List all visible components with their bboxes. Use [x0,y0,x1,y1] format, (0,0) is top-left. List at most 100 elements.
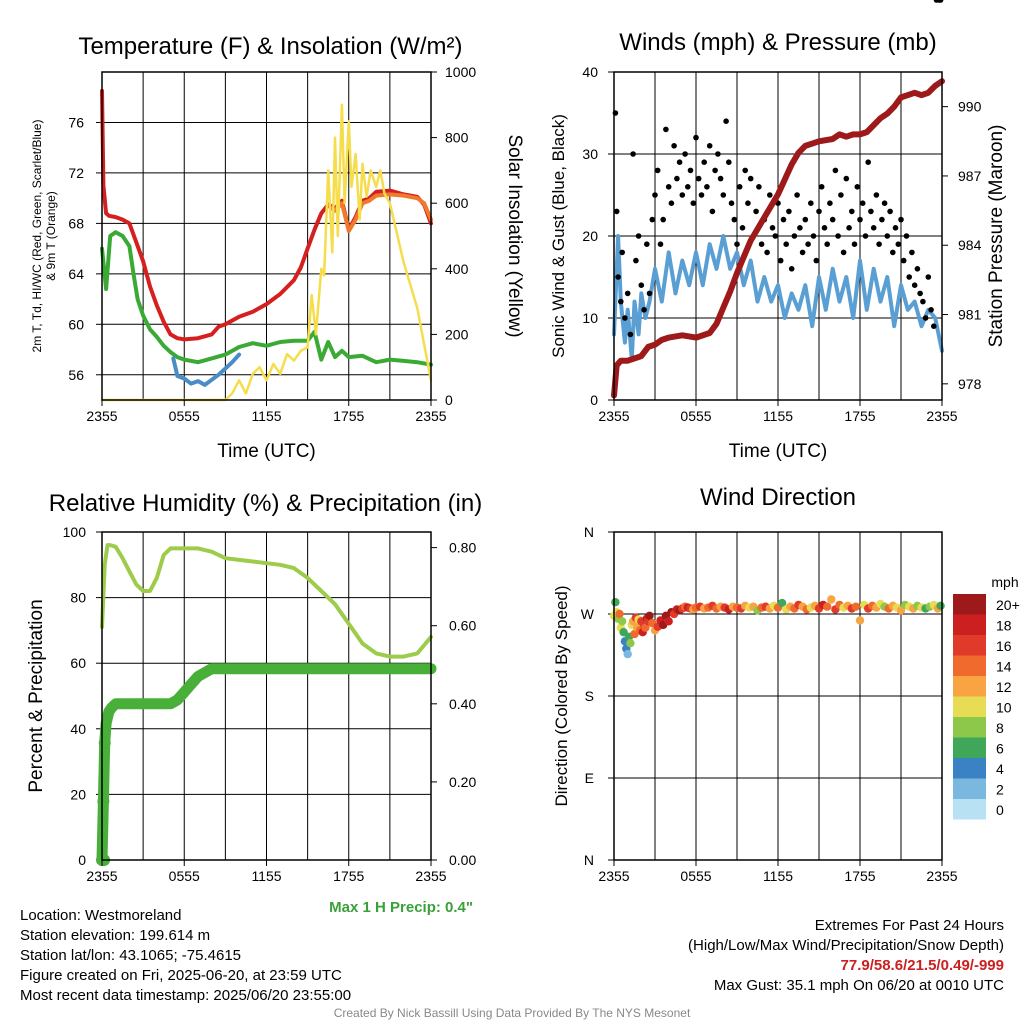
legend-swatch [953,655,986,676]
gust-point [633,257,639,264]
chart-title: Temperature (F) & Insolation (W/m²) [78,33,462,60]
x-tick-label: 0555 [680,868,711,884]
y2-tick-label: 981 [958,307,982,323]
legend-label: 20+ [996,597,1020,613]
gust-point [682,151,688,157]
gust-point [731,216,738,223]
gust-point [797,225,803,231]
gust-point [838,192,844,198]
direction-point [645,611,654,620]
gust-point [843,175,850,182]
series-line-green [100,230,433,367]
gust-point [851,241,858,247]
y-tick-label: 68 [68,215,84,231]
pressure-line [611,78,945,399]
extremes-values: 77.9/58.6/21.5/0.49/-999 [840,957,1004,974]
gust-point [937,0,944,3]
gust-point [652,192,658,198]
gust-point [747,175,754,182]
gust-point [931,323,937,330]
gust-point [665,184,672,190]
x-tick-label: 1155 [763,868,793,884]
x-tick-label: 2355 [86,868,117,884]
y2-tick-label: 600 [445,195,469,211]
gust-point [786,208,792,215]
legend-swatch [953,635,986,656]
x-tick-label: 2355 [86,408,117,424]
gust-point [695,175,702,182]
legend-swatch [953,737,986,758]
credit-text: Created By Nick Bassill Using Data Provi… [333,1006,691,1020]
gust-point [671,143,677,149]
extremes-title: Extremes For Past 24 Hours [814,917,1004,934]
gust-point [613,208,620,215]
y-tick-label: 0 [78,852,86,868]
gust-point [829,216,836,223]
y2-axis-label: Station Pressure (Maroon) [986,125,1007,348]
y-axis-label: Percent & Precipitation [26,599,47,792]
gust-point [745,200,751,206]
gust-point [805,241,811,247]
gust-point [879,216,885,223]
legend-label: 14 [996,659,1012,675]
wind-speed-line [612,234,944,361]
gust-point [649,216,656,223]
x-tick-label: 1755 [333,868,364,884]
gust-point [865,159,871,165]
gust-point [618,298,624,305]
gust-point [777,257,784,264]
recent-data-text: Most recent data timestamp: 2025/06/20 2… [20,987,352,1004]
y-tick-label: 20 [582,228,598,244]
gust-point [753,208,759,215]
x-axis-label: Time (UTC) [729,441,828,462]
y-tick-label: N [584,524,594,540]
x-tick-label: 0555 [169,868,200,884]
y-tick-label: 10 [582,310,598,326]
gust-point [821,225,828,231]
gust-point [903,233,910,239]
max-gust-text: Max Gust: 35.1 mph On 06/20 at 0010 UTC [713,977,1004,994]
gust-point [824,241,830,247]
direction-point [626,639,635,648]
gust-point [892,225,899,231]
speed-legend: mph 20+ 18 16 14 12 10 8 6 4 2 0 [953,574,1020,820]
humidity-panel: Relative Humidity (%) & Precipitation (i… [26,490,482,916]
gust-point [728,200,735,206]
y2-tick-label: 800 [445,130,469,146]
gust-point [742,167,748,174]
gust-point [619,249,625,256]
gust-point [876,241,882,247]
gust-point [739,225,746,231]
y-axis-label-line2: & 9m T (Orange) [44,191,58,281]
gust-point [685,184,691,190]
gust-point [832,167,839,174]
gust-point [911,282,918,289]
station-info: Location: Westmoreland Station elevation… [20,906,351,1006]
x-tick-label: 2355 [598,868,629,884]
location-text: Location: Westmoreland [20,907,182,924]
legend-swatch [953,696,986,717]
gust-point [756,184,762,190]
chart-title: Relative Humidity (%) & Precipitation (i… [49,490,482,517]
y-tick-label: 72 [68,165,84,181]
legend-swatch [953,758,986,779]
y2-tick-label: 0.60 [449,618,476,634]
gust-point [644,241,650,247]
gust-point [884,233,891,239]
x-tick-label: 1155 [251,868,281,884]
y2-tick-label: 0.00 [449,852,476,868]
y2-tick-label: 987 [958,168,982,184]
legend-title: mph [991,574,1018,590]
extremes-info: Extremes For Past 24 Hours (High/Low/Max… [688,916,1004,996]
precip-point [98,736,111,749]
direction-point [611,598,620,607]
y-tick-label: W [581,606,595,622]
y-tick-label: 20 [70,786,86,802]
gust-point [772,233,779,239]
gust-point [909,249,915,256]
series-line-orange [326,192,433,233]
gust-point [767,192,773,198]
gust-point [723,118,729,124]
gust-point [900,257,907,264]
